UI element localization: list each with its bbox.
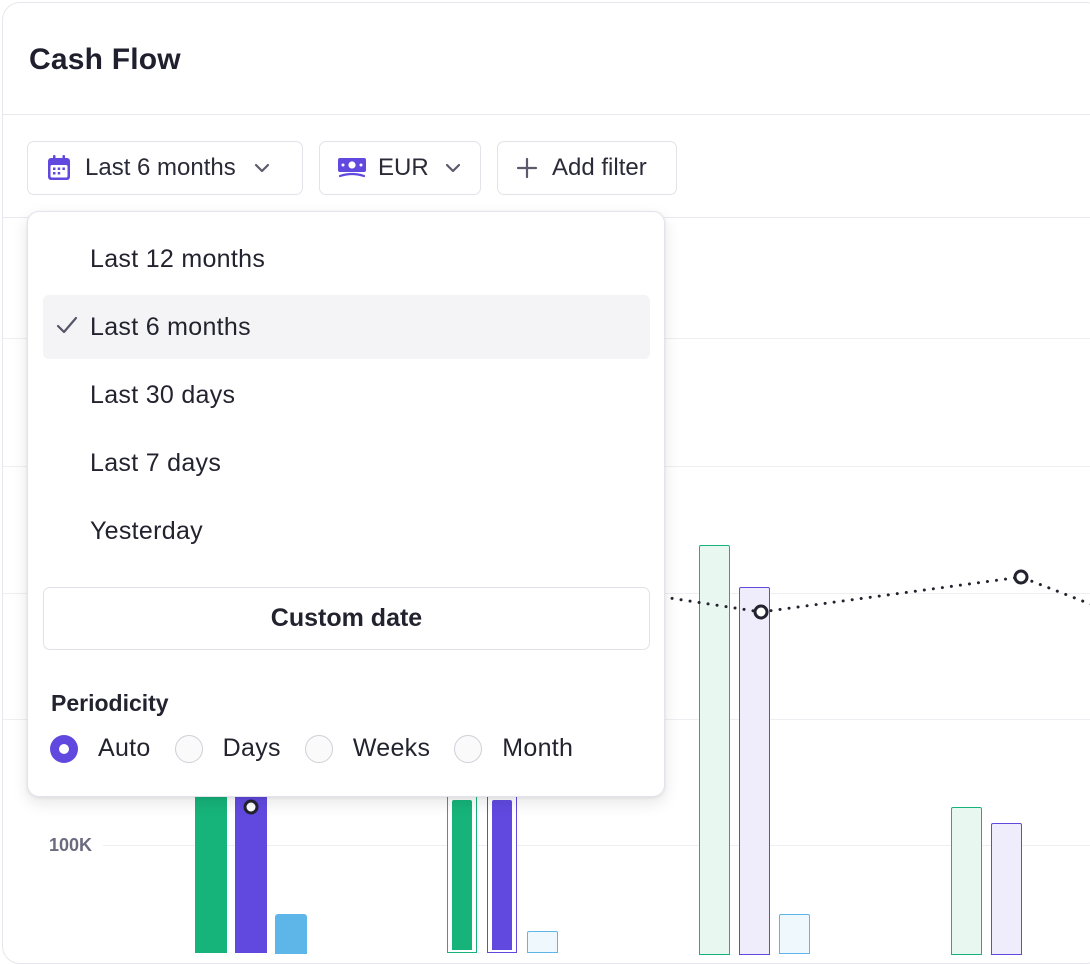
periodicity-label: Periodicity — [51, 690, 169, 716]
date-range-filter-button[interactable]: Last 6 months — [27, 141, 303, 195]
option-label: Last 7 days — [90, 448, 222, 477]
periodicity-radio-group: Auto Days Weeks Month — [50, 734, 597, 763]
radio-empty-icon — [454, 734, 483, 763]
gridline — [103, 845, 1090, 846]
balance-line — [243, 569, 1090, 815]
option-label: Yesterday — [90, 516, 203, 545]
bar-outflow-inner — [492, 800, 512, 950]
calendar-icon — [47, 155, 71, 181]
chevron-down-icon — [445, 163, 461, 173]
date-range-dropdown: Last 12 months Last 6 months Last 30 day… — [27, 211, 665, 797]
radio-label: Weeks — [352, 734, 431, 762]
date-range-label: Last 6 months — [85, 154, 236, 181]
periodicity-radio-weeks[interactable]: Weeks — [304, 734, 431, 763]
option-label: Last 30 days — [90, 380, 236, 409]
radio-label: Month — [502, 734, 574, 762]
money-icon — [338, 156, 366, 180]
balance-point — [1013, 569, 1029, 585]
periodicity-radio-month[interactable]: Month — [454, 734, 573, 763]
custom-date-button[interactable]: Custom date — [43, 587, 650, 650]
bar-outflow[interactable] — [739, 587, 770, 955]
option-label: Last 6 months — [90, 312, 251, 341]
plus-icon — [516, 157, 538, 179]
balance-point — [243, 799, 259, 815]
date-option-last-6-months[interactable]: Last 6 months — [43, 295, 650, 359]
add-filter-label: Add filter — [552, 154, 647, 181]
radio-selected-icon — [50, 734, 78, 763]
bar-outflow[interactable] — [991, 823, 1022, 955]
page-title: Cash Flow — [29, 43, 181, 76]
date-option-last-30-days[interactable]: Last 30 days — [43, 363, 650, 427]
radio-empty-icon — [304, 734, 333, 763]
bar-inflow[interactable] — [699, 545, 730, 955]
radio-label: Days — [222, 734, 281, 762]
bar-inflow-inner — [452, 800, 472, 950]
date-option-last-7-days[interactable]: Last 7 days — [43, 431, 650, 495]
bar-inflow[interactable] — [951, 807, 982, 955]
checkmark-icon — [56, 313, 78, 342]
radio-label: Auto — [98, 734, 151, 762]
header-divider — [3, 114, 1090, 115]
currency-label: EUR — [378, 154, 429, 181]
radio-empty-icon — [174, 734, 203, 763]
periodicity-radio-auto[interactable]: Auto — [50, 734, 151, 763]
y-tick-label: 100K — [49, 835, 93, 855]
currency-filter-button[interactable]: EUR — [319, 141, 481, 195]
balance-point — [753, 604, 769, 620]
add-filter-button[interactable]: Add filter — [497, 141, 677, 195]
date-option-yesterday[interactable]: Yesterday — [43, 499, 650, 563]
option-label: Last 12 months — [90, 244, 266, 273]
date-option-last-12-months[interactable]: Last 12 months — [43, 227, 650, 291]
chevron-down-icon — [254, 163, 270, 173]
bar-inflow[interactable] — [195, 783, 227, 953]
periodicity-radio-days[interactable]: Days — [174, 734, 281, 763]
